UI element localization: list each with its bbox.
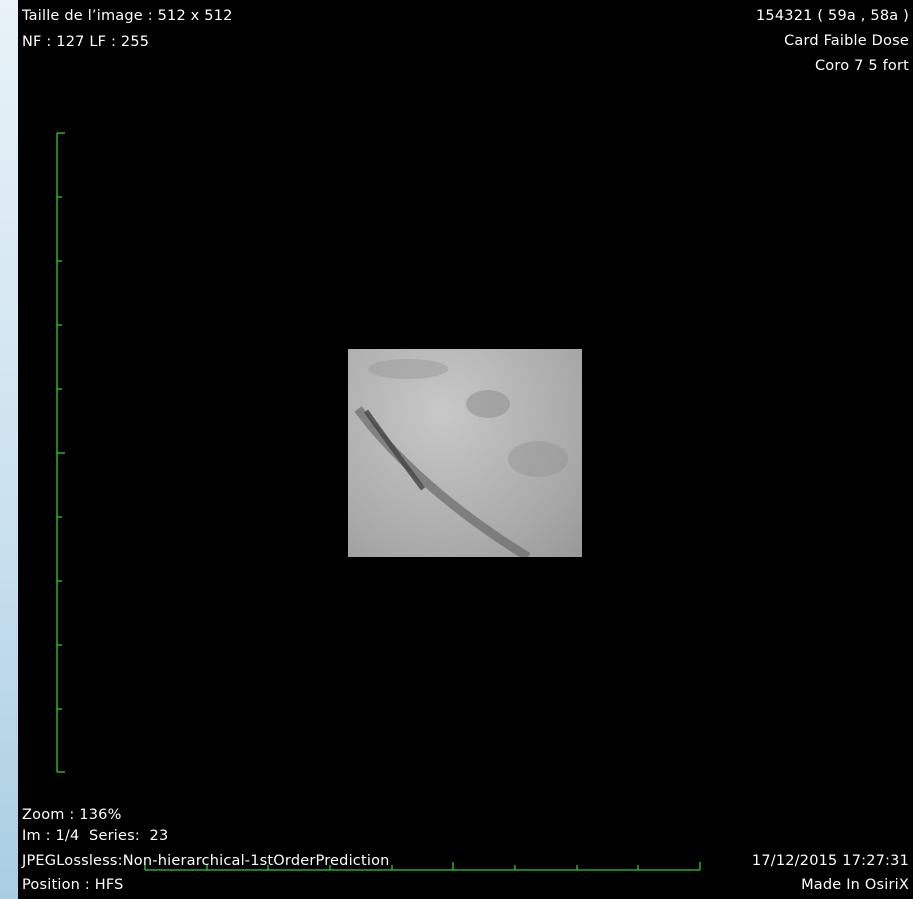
- software: Made In OsiriX: [801, 877, 909, 893]
- xray-image: [348, 349, 582, 561]
- acquisition-date: 17/12/2015 17:27:31: [751, 853, 909, 869]
- study-description: Card Faible Dose: [784, 33, 909, 49]
- image-index: Im : 1/4 Series: 23: [22, 828, 169, 844]
- patient-id: 154321 ( 59a , 58a ): [756, 8, 909, 24]
- window-edge: [0, 0, 18, 899]
- image-detail: [354, 359, 568, 561]
- zoom: Zoom : 136%: [22, 807, 122, 823]
- window-level: NF : 127 LF : 255: [22, 34, 150, 50]
- patient-position: Position : HFS: [22, 877, 124, 893]
- transfer-syntax: JPEGLossless:Non-hierarchical-1stOrderPr…: [22, 853, 390, 869]
- image-size: Taille de l’image : 512 x 512: [22, 8, 233, 24]
- series-description: Coro 7 5 fort: [814, 58, 909, 74]
